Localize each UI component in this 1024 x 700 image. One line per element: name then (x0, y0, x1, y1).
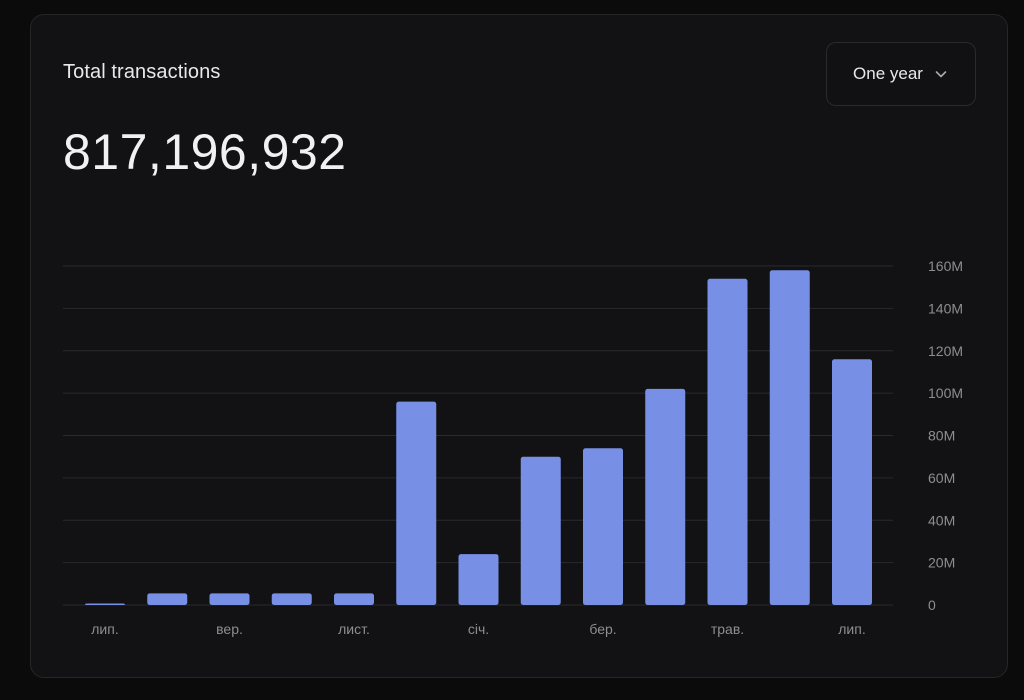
bar (458, 554, 499, 605)
bar (147, 593, 188, 605)
bar (334, 593, 374, 605)
x-tick-label: лист. (338, 621, 370, 637)
range-select-label: One year (853, 64, 923, 83)
x-tick-label: лип. (838, 621, 865, 637)
bar-chart: 0 20M 40M 60M 80M 100M 120M 140M 160M лип. вер. лис… (63, 258, 963, 637)
bar (583, 448, 623, 605)
transactions-card: Total transactions One year 817,196,932 … (30, 14, 1008, 678)
bar (209, 593, 250, 605)
range-select[interactable]: One year (826, 42, 976, 106)
x-tick-label: трав. (711, 621, 744, 637)
y-tick-label: 160M (928, 258, 963, 274)
y-tick-label: 20M (928, 555, 955, 571)
y-tick-label: 120M (928, 343, 963, 359)
bar (396, 401, 437, 605)
bar (271, 593, 312, 605)
bar (645, 388, 686, 605)
total-transactions-value: 817,196,932 (63, 124, 347, 180)
y-tick-label: 100M (928, 385, 963, 401)
bar (520, 456, 561, 605)
chevron-down-icon (935, 71, 947, 78)
y-tick-label: 40M (928, 512, 955, 528)
bar (769, 270, 810, 605)
card-title: Total transactions (63, 61, 221, 83)
y-tick-label: 0 (928, 597, 936, 613)
x-tick-label: лип. (91, 621, 118, 637)
y-tick-label: 80M (928, 428, 955, 444)
bar (85, 603, 125, 605)
x-tick-label: вер. (216, 621, 243, 637)
y-tick-label: 60M (928, 470, 955, 486)
bar (707, 278, 748, 605)
x-tick-label: бер. (589, 621, 616, 637)
bar (832, 359, 872, 605)
y-tick-label: 140M (928, 300, 963, 316)
x-tick-label: січ. (468, 621, 489, 637)
